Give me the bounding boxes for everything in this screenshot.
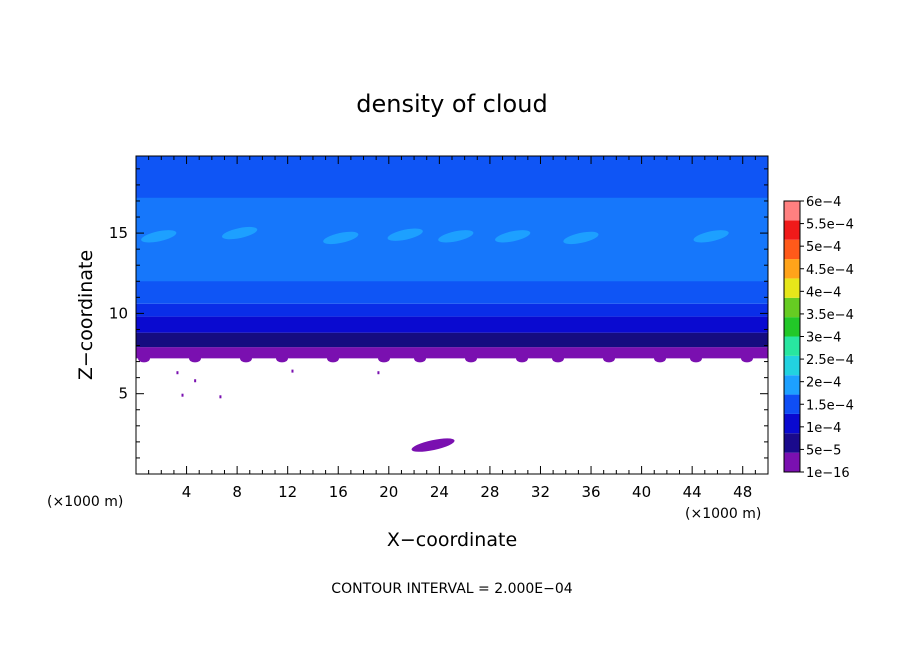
contour-speck bbox=[194, 379, 197, 383]
contour-lobe bbox=[603, 354, 615, 363]
contour-lobe bbox=[414, 354, 426, 363]
contour-lobe bbox=[240, 354, 252, 363]
colorbar-label: 6e−4 bbox=[806, 195, 841, 210]
contour-patch-3 bbox=[387, 228, 423, 241]
contour-patch-7 bbox=[693, 230, 729, 243]
colorbar-label: 1e−4 bbox=[806, 421, 841, 436]
contour-lobe bbox=[276, 354, 288, 363]
plot-area bbox=[136, 156, 768, 452]
contour-patch-5 bbox=[495, 230, 531, 243]
contour-lobe bbox=[741, 354, 753, 363]
contour-layer-1 bbox=[136, 332, 768, 348]
x-tick-label: 12 bbox=[278, 483, 297, 501]
contour-lobe bbox=[690, 354, 702, 363]
colorbar-swatch bbox=[784, 317, 800, 337]
colorbar-label: 1.5e−4 bbox=[806, 398, 854, 413]
contour-speck bbox=[291, 369, 294, 373]
contour-speck bbox=[377, 371, 380, 375]
contour-layer-3 bbox=[136, 303, 768, 317]
contour-lobe bbox=[378, 354, 390, 363]
colorbar-swatch bbox=[784, 336, 800, 356]
contour-layer-0 bbox=[136, 347, 768, 359]
contour-lobe bbox=[516, 354, 528, 363]
contour-patch-6 bbox=[563, 231, 599, 245]
contour-patch-4 bbox=[438, 230, 474, 243]
colorbar-label: 2.5e−4 bbox=[806, 353, 854, 368]
x-unit-left: (×1000 m) bbox=[47, 494, 123, 510]
colorbar-swatch bbox=[784, 220, 800, 240]
x-tick-label: 32 bbox=[531, 483, 550, 501]
colorbar-swatch bbox=[784, 259, 800, 279]
y-tick-label: 15 bbox=[109, 224, 128, 242]
colorbar-swatch bbox=[784, 413, 800, 434]
contour-speck bbox=[176, 371, 179, 375]
colorbar-label: 3.5e−4 bbox=[806, 308, 854, 323]
x-unit-right: (×1000 m) bbox=[685, 506, 761, 522]
colorbar-swatch bbox=[784, 394, 800, 414]
contour-layer-2 bbox=[136, 316, 768, 333]
contour-lobe bbox=[189, 354, 201, 363]
contour-lobe bbox=[327, 354, 339, 363]
contour-lobe bbox=[465, 354, 477, 363]
contour-interval-footer: CONTOUR INTERVAL = 2.000E−04 bbox=[331, 581, 572, 597]
contour-patch-0 bbox=[141, 230, 177, 243]
contour-speck bbox=[181, 393, 184, 397]
x-tick-label: 4 bbox=[182, 483, 192, 501]
x-tick-label: 16 bbox=[329, 483, 348, 501]
contour-patch-1 bbox=[222, 226, 258, 240]
y-axis-title: Z−coordinate bbox=[75, 250, 97, 380]
x-tick-label: 48 bbox=[733, 483, 752, 501]
x-tick-label: 8 bbox=[232, 483, 242, 501]
colorbar-label: 4e−4 bbox=[806, 285, 841, 300]
colorbar-label: 2e−4 bbox=[806, 376, 841, 391]
colorbar-swatch bbox=[784, 201, 800, 221]
x-axis-title: X−coordinate bbox=[387, 529, 517, 551]
y-tick-label: 10 bbox=[109, 304, 128, 322]
colorbar-label: 5e−5 bbox=[806, 443, 841, 458]
colorbar-swatch bbox=[784, 278, 800, 298]
colorbar-label: 5.5e−4 bbox=[806, 218, 854, 233]
colorbar-label: 4.5e−4 bbox=[806, 263, 854, 278]
contour-lobe bbox=[552, 354, 564, 363]
x-axis: 4 8 12 16 20 24 28 32 36 40 44 48 bbox=[148, 156, 756, 501]
colorbar-label: 5e−4 bbox=[806, 240, 841, 255]
contour-lobe bbox=[138, 354, 150, 363]
y-tick-label: 5 bbox=[118, 385, 128, 403]
x-tick-label: 44 bbox=[683, 483, 702, 501]
colorbar-swatch bbox=[784, 239, 800, 260]
chart-title: density of cloud bbox=[356, 90, 547, 118]
x-tick-label: 28 bbox=[480, 483, 499, 501]
x-tick-label: 24 bbox=[430, 483, 449, 501]
colorbar-swatch bbox=[784, 355, 800, 376]
x-tick-label: 20 bbox=[379, 483, 398, 501]
colorbar: 1e−16 5e−5 1e−4 1.5e−4 2e−4 2.5e−4 3e−4 3.5e−4 4… bbox=[783, 195, 854, 481]
contour-speck bbox=[219, 395, 222, 399]
contour-patch-2 bbox=[323, 231, 359, 245]
contour-patch-8 bbox=[411, 438, 455, 452]
y-axis: 5 10 15 bbox=[109, 168, 768, 459]
colorbar-label: 1e−16 bbox=[806, 466, 850, 481]
contour-lobe bbox=[654, 354, 666, 363]
x-tick-label: 36 bbox=[581, 483, 600, 501]
colorbar-swatch bbox=[784, 375, 800, 395]
colorbar-swatch bbox=[784, 452, 800, 472]
colorbar-label: 3e−4 bbox=[806, 331, 841, 346]
colorbar-swatch bbox=[784, 433, 800, 453]
x-tick-label: 40 bbox=[632, 483, 651, 501]
colorbar-swatch bbox=[784, 297, 800, 318]
